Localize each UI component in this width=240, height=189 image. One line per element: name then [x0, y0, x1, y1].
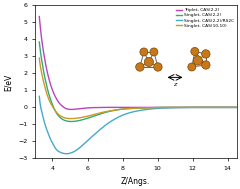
- X-axis label: Z/Angs.: Z/Angs.: [121, 177, 150, 186]
- Legend: Triplet, CAS(2,2), Singlet, CAS(2,2), Singlet, CAS(2,2)/RS2C, Singlet, CAS(10,10: Triplet, CAS(2,2), Singlet, CAS(2,2), Si…: [176, 8, 234, 28]
- Y-axis label: E/eV: E/eV: [3, 73, 12, 91]
